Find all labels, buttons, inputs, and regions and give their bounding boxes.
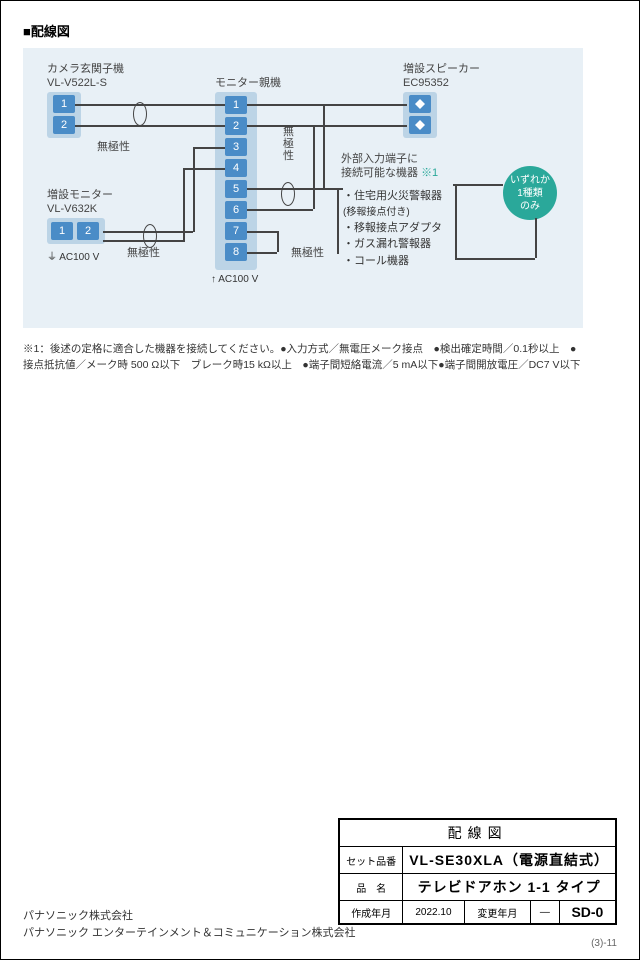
wire [75,125,225,127]
ext-mon-polarity: 無極性 [127,246,160,260]
speaker-label: 増設スピーカー EC95352 [403,62,480,91]
title-block: 配線図 セット品番 VL-SE30XLA（電源直結式） 品 名 テレビドアホン … [338,818,617,925]
ext-mon-power: ⏚ AC100 V [47,248,99,263]
company-names: パナソニック株式会社 パナソニック エンターテインメント＆コミュニケーション株式… [23,908,356,941]
tb-row1-val: VL-SE30XLA（電源直結式） [403,847,616,874]
mon-t6: 6 [225,201,247,219]
wire [313,125,315,209]
tb-code: SD-0 [559,901,615,924]
footnote-ref: ※1 [421,167,438,179]
camera-label: カメラ玄関子機 VL-V522L-S [47,62,124,91]
wire [247,209,313,211]
mon-t3: 3 [225,138,247,156]
speaker-term-2 [409,116,431,134]
tb-row2-label: 品 名 [340,874,403,901]
mon-t5: 5 [225,180,247,198]
tb-row2-val: テレビドアホン 1-1 タイプ [403,874,616,901]
section-title: ■配線図 [23,21,617,40]
note-circle: いずれか 1種類 のみ [503,166,557,220]
wire [247,104,407,106]
vert-polarity: 無 極 性 [283,126,294,162]
mon-t4: 4 [225,159,247,177]
connectable-device-list: ・住宅用火災警報器 (移報接点付き) ・移報接点アダプタ ・ガス漏れ警報器 ・コ… [343,188,442,269]
footnote-text: ※1：後述の定格に適合した機器を接続してください。●入力方式／無電圧メーク接点 … [23,342,583,374]
page-number: (3)-11 [591,938,617,949]
camera-term-2: 2 [53,116,75,134]
cable-loop-icon [133,102,147,126]
wire [247,252,277,254]
wire [193,147,195,232]
speaker-term-1 [409,95,431,113]
tb-header: 配線図 [340,820,616,847]
wire [337,188,339,254]
wire [535,218,537,258]
tb-changed: — [531,901,560,924]
wire [323,188,343,190]
mon-t7: 7 [225,222,247,240]
wire [455,258,535,260]
camera-term-1: 1 [53,95,75,113]
wire [323,104,325,188]
wire [453,184,503,186]
wire [247,125,407,127]
cable-loop-icon [143,224,157,248]
wire [75,104,225,106]
mon-t2: 2 [225,117,247,135]
wire [193,147,225,149]
wiring-diagram: カメラ玄関子機 VL-V522L-S 1 2 無極性 増設モニター VL-V63… [23,48,583,328]
camera-polarity: 無極性 [97,140,130,154]
ext-monitor-label: 増設モニター VL-V632K [47,188,113,217]
mon-t8: 8 [225,243,247,261]
page: ■配線図 カメラ玄関子機 VL-V522L-S 1 2 無極性 増設モニター V… [0,0,640,960]
ext-mon-term-1: 1 [51,222,73,240]
polarity-78: 無極性 [291,246,324,260]
tb-changed-lbl: 変更年月 [464,901,530,924]
monitor-label: モニター親機 [215,76,281,90]
wire [183,168,185,240]
wire [455,184,457,258]
tb-row1-label: セット品番 [340,847,403,874]
tb-created: 2022.10 [403,901,465,924]
wire [277,231,279,252]
ext-mon-term-2: 2 [77,222,99,240]
ext-input-label: 外部入力端子に 接続可能な機器 ※1 [341,152,438,181]
monitor-power: ↑ AC100 V [211,274,258,285]
wire [183,168,225,170]
mon-t1: 1 [225,96,247,114]
wire [247,231,277,233]
cable-loop-icon [281,182,295,206]
